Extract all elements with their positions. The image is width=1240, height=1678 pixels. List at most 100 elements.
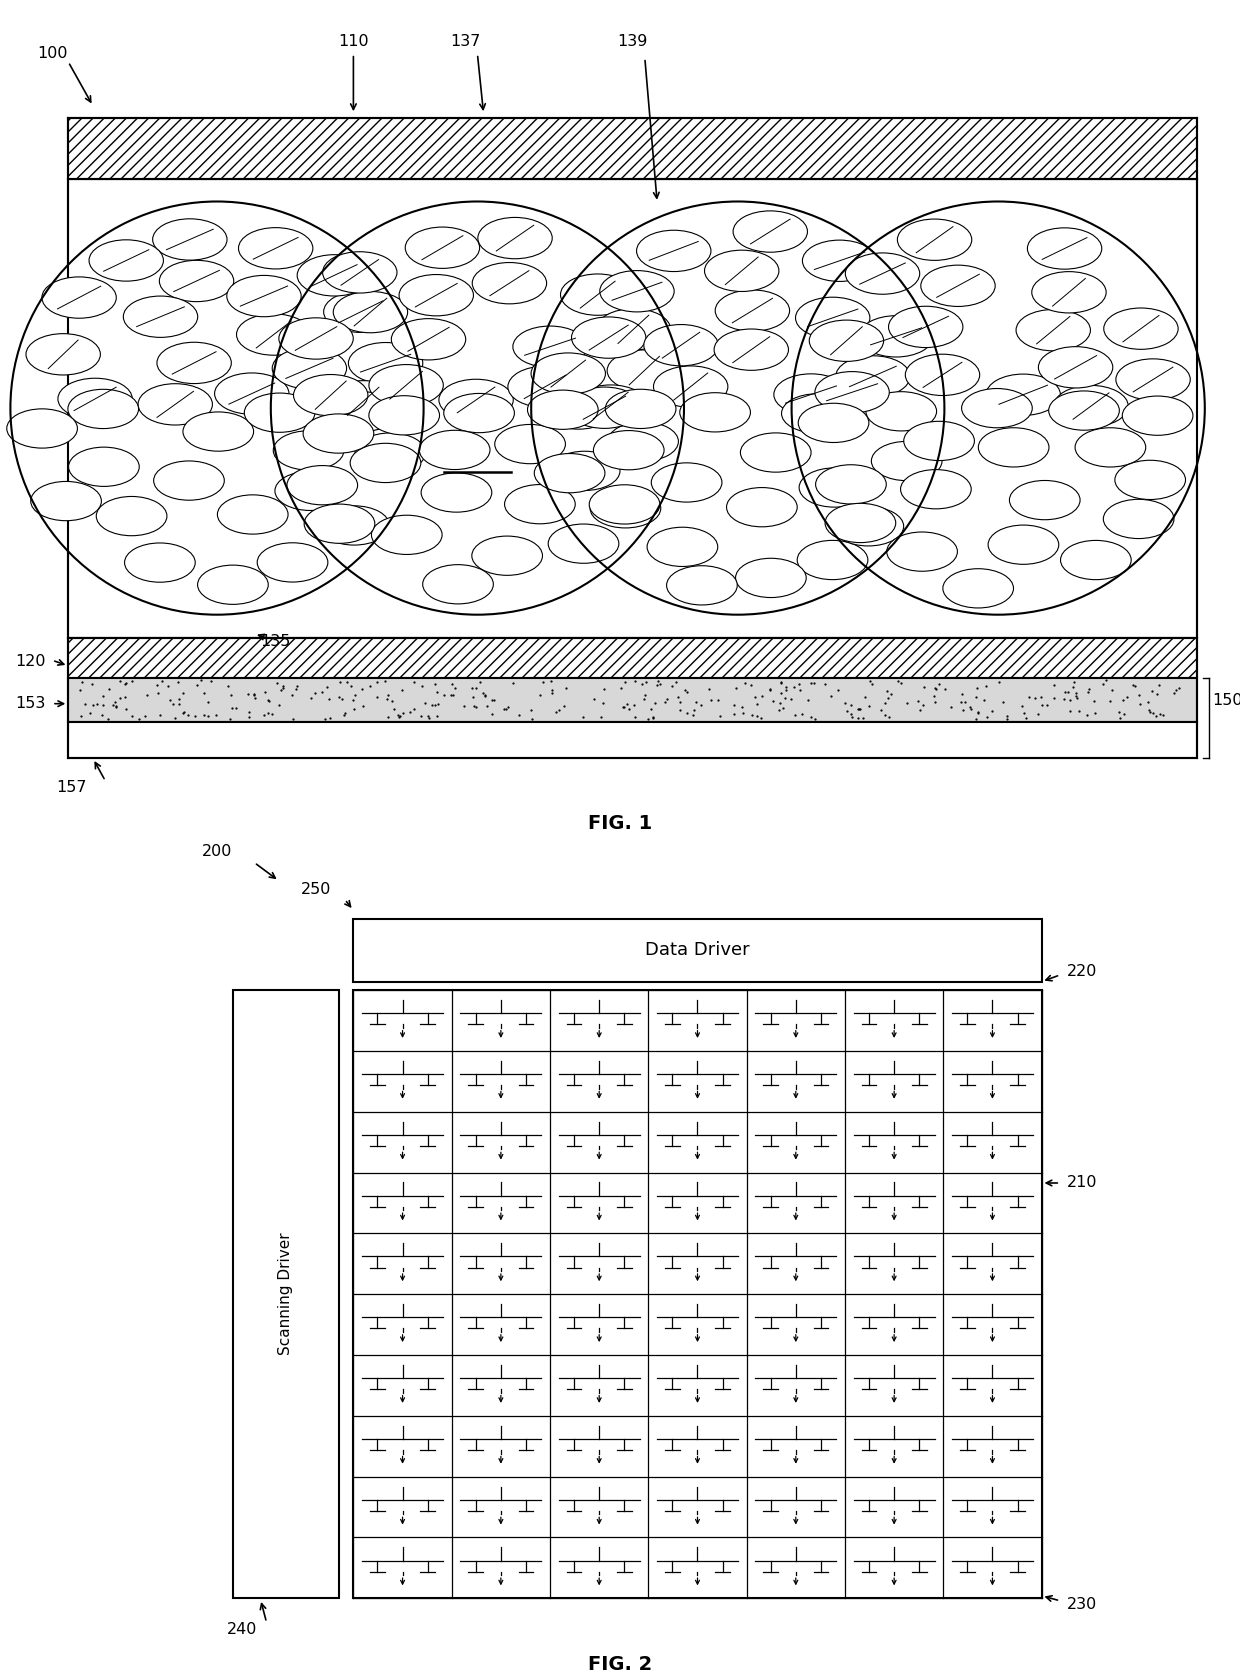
- Ellipse shape: [590, 488, 661, 529]
- Ellipse shape: [68, 389, 139, 428]
- Text: 135: 135: [260, 634, 290, 649]
- Ellipse shape: [26, 334, 100, 374]
- Ellipse shape: [350, 443, 420, 483]
- Ellipse shape: [799, 468, 869, 507]
- Ellipse shape: [508, 366, 583, 408]
- Text: 110: 110: [339, 34, 368, 49]
- Bar: [353, 990, 1042, 1597]
- Ellipse shape: [531, 352, 605, 394]
- Text: 139: 139: [618, 34, 647, 49]
- Ellipse shape: [735, 559, 806, 597]
- Ellipse shape: [836, 356, 910, 398]
- Ellipse shape: [294, 374, 368, 416]
- Ellipse shape: [322, 252, 397, 294]
- Ellipse shape: [791, 201, 1205, 614]
- Ellipse shape: [560, 274, 635, 315]
- Ellipse shape: [572, 317, 646, 357]
- Ellipse shape: [905, 354, 980, 396]
- Ellipse shape: [1009, 480, 1080, 520]
- Ellipse shape: [286, 465, 357, 505]
- Ellipse shape: [355, 433, 425, 472]
- Ellipse shape: [608, 421, 678, 461]
- Ellipse shape: [505, 485, 575, 524]
- Bar: [353, 920, 1042, 982]
- Ellipse shape: [423, 564, 494, 604]
- Ellipse shape: [543, 389, 614, 430]
- Text: 137: 137: [450, 34, 480, 49]
- Ellipse shape: [319, 505, 389, 545]
- Bar: [68, 722, 1197, 758]
- Bar: [68, 638, 1197, 678]
- Ellipse shape: [816, 465, 887, 503]
- Text: 133: 133: [461, 431, 494, 450]
- Text: 157: 157: [57, 780, 87, 795]
- Ellipse shape: [1104, 500, 1174, 539]
- Bar: [68, 678, 1197, 722]
- Ellipse shape: [810, 320, 884, 361]
- Ellipse shape: [961, 389, 1032, 428]
- Ellipse shape: [444, 393, 515, 433]
- Ellipse shape: [872, 441, 942, 480]
- Ellipse shape: [799, 403, 869, 443]
- Ellipse shape: [596, 309, 671, 351]
- Ellipse shape: [680, 393, 750, 431]
- Text: 200: 200: [202, 844, 232, 859]
- Ellipse shape: [324, 290, 398, 332]
- Ellipse shape: [472, 262, 547, 304]
- Ellipse shape: [715, 290, 790, 331]
- Ellipse shape: [124, 544, 195, 582]
- Text: 130: 130: [15, 356, 45, 371]
- Ellipse shape: [392, 319, 466, 361]
- Ellipse shape: [797, 540, 868, 579]
- Ellipse shape: [244, 393, 315, 433]
- Ellipse shape: [988, 525, 1059, 564]
- Ellipse shape: [549, 451, 620, 490]
- Ellipse shape: [477, 218, 552, 258]
- Ellipse shape: [298, 255, 372, 295]
- Ellipse shape: [1032, 272, 1106, 312]
- Ellipse shape: [405, 227, 480, 268]
- Ellipse shape: [68, 446, 139, 487]
- Ellipse shape: [6, 409, 77, 448]
- Ellipse shape: [153, 218, 227, 260]
- Ellipse shape: [548, 524, 619, 564]
- Ellipse shape: [419, 430, 490, 470]
- Ellipse shape: [123, 295, 197, 337]
- Ellipse shape: [399, 275, 474, 315]
- Text: 100: 100: [37, 45, 68, 60]
- Ellipse shape: [594, 431, 665, 470]
- Text: Scanning Driver: Scanning Driver: [278, 1233, 294, 1356]
- Ellipse shape: [889, 307, 963, 347]
- Ellipse shape: [846, 253, 920, 294]
- Ellipse shape: [667, 565, 738, 606]
- Ellipse shape: [531, 201, 945, 614]
- Text: 230: 230: [1066, 1597, 1096, 1611]
- Ellipse shape: [275, 472, 346, 510]
- Ellipse shape: [138, 384, 212, 425]
- Ellipse shape: [304, 503, 374, 544]
- Ellipse shape: [942, 569, 1013, 607]
- Ellipse shape: [802, 240, 877, 282]
- Ellipse shape: [1054, 386, 1128, 426]
- Ellipse shape: [1075, 428, 1146, 466]
- Ellipse shape: [898, 220, 972, 260]
- Text: 150: 150: [1213, 693, 1240, 708]
- Ellipse shape: [1115, 460, 1185, 500]
- Ellipse shape: [900, 470, 971, 508]
- Ellipse shape: [368, 396, 439, 435]
- Ellipse shape: [238, 228, 312, 268]
- Ellipse shape: [439, 379, 513, 421]
- Ellipse shape: [370, 364, 444, 406]
- Text: 120: 120: [15, 654, 46, 670]
- Ellipse shape: [273, 431, 343, 470]
- Ellipse shape: [184, 411, 254, 451]
- Ellipse shape: [279, 317, 353, 359]
- Ellipse shape: [160, 260, 233, 302]
- Ellipse shape: [644, 324, 718, 366]
- Ellipse shape: [10, 201, 424, 614]
- Ellipse shape: [1038, 347, 1112, 388]
- Ellipse shape: [859, 315, 934, 357]
- Ellipse shape: [589, 485, 660, 524]
- Ellipse shape: [1122, 396, 1193, 435]
- Ellipse shape: [815, 371, 889, 413]
